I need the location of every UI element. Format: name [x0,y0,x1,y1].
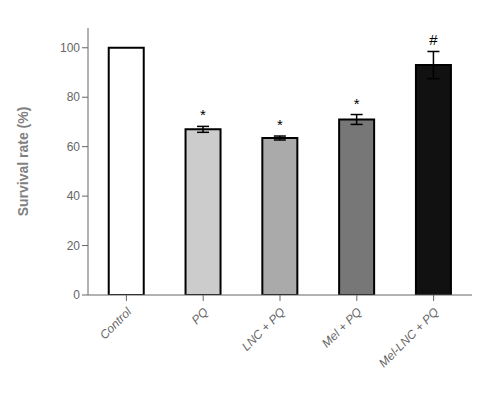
svg-text:Mel-LNC + PQ: Mel-LNC + PQ [376,305,441,370]
svg-text:PQ: PQ [189,305,211,327]
svg-text:*: * [200,106,206,123]
svg-text:Mel + PQ: Mel + PQ [319,305,365,351]
svg-text:40: 40 [67,189,81,203]
svg-text:20: 20 [67,239,81,253]
svg-text:Control: Control [97,305,134,342]
svg-text:Survival rate (%): Survival rate (%) [15,107,31,217]
svg-text:LNC + PQ: LNC + PQ [239,305,288,354]
svg-text:60: 60 [67,140,81,154]
svg-text:0: 0 [73,288,80,302]
svg-text:*: * [354,95,360,112]
svg-text:*: * [277,116,283,133]
svg-text:80: 80 [67,90,81,104]
svg-text:100: 100 [60,41,80,55]
svg-text:#: # [429,31,438,48]
